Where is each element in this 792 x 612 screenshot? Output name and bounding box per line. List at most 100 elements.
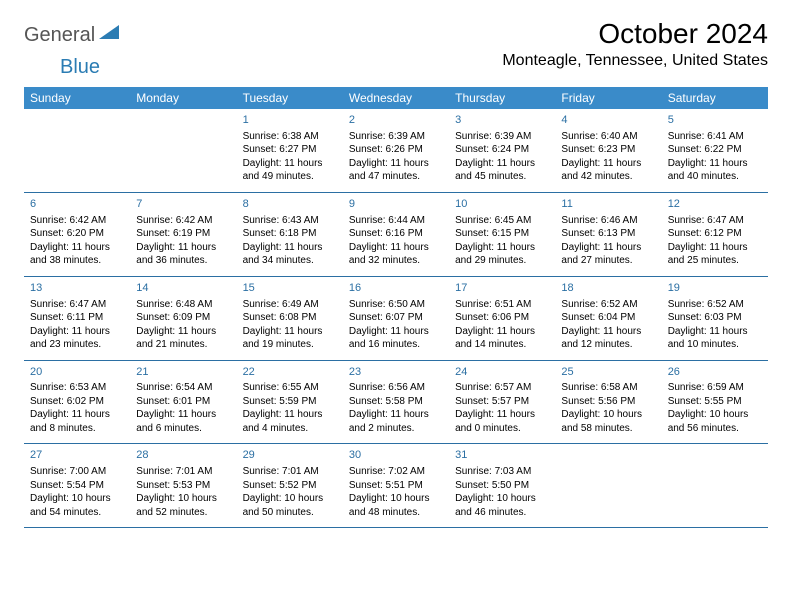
daylight-text: Daylight: 11 hours and 38 minutes. xyxy=(30,241,124,268)
sunrise-text: Sunrise: 6:48 AM xyxy=(136,298,230,312)
daylight-text: Daylight: 11 hours and 6 minutes. xyxy=(136,408,230,435)
day-cell: 24Sunrise: 6:57 AMSunset: 5:57 PMDayligh… xyxy=(449,361,555,444)
sunset-text: Sunset: 6:03 PM xyxy=(668,311,762,325)
day-cell: 25Sunrise: 6:58 AMSunset: 5:56 PMDayligh… xyxy=(555,361,661,444)
week-row: 20Sunrise: 6:53 AMSunset: 6:02 PMDayligh… xyxy=(24,361,768,445)
sunset-text: Sunset: 6:02 PM xyxy=(30,395,124,409)
sunset-text: Sunset: 5:50 PM xyxy=(455,479,549,493)
day-cell: 19Sunrise: 6:52 AMSunset: 6:03 PMDayligh… xyxy=(662,277,768,360)
day-header: Sunday xyxy=(24,87,130,109)
day-cell: 26Sunrise: 6:59 AMSunset: 5:55 PMDayligh… xyxy=(662,361,768,444)
day-cell: 8Sunrise: 6:43 AMSunset: 6:18 PMDaylight… xyxy=(237,193,343,276)
sunrise-text: Sunrise: 6:51 AM xyxy=(455,298,549,312)
calendar: SundayMondayTuesdayWednesdayThursdayFrid… xyxy=(24,87,768,528)
day-number: 19 xyxy=(668,281,762,296)
day-header-row: SundayMondayTuesdayWednesdayThursdayFrid… xyxy=(24,87,768,109)
day-number: 12 xyxy=(668,197,762,212)
sunrise-text: Sunrise: 6:57 AM xyxy=(455,381,549,395)
sunrise-text: Sunrise: 6:49 AM xyxy=(243,298,337,312)
day-header: Tuesday xyxy=(237,87,343,109)
day-cell-empty xyxy=(130,109,236,192)
sunrise-text: Sunrise: 6:47 AM xyxy=(30,298,124,312)
sunset-text: Sunset: 6:11 PM xyxy=(30,311,124,325)
sunrise-text: Sunrise: 6:40 AM xyxy=(561,130,655,144)
sunset-text: Sunset: 6:15 PM xyxy=(455,227,549,241)
day-number: 25 xyxy=(561,365,655,380)
sunset-text: Sunset: 6:12 PM xyxy=(668,227,762,241)
sunrise-text: Sunrise: 6:42 AM xyxy=(30,214,124,228)
day-cell: 22Sunrise: 6:55 AMSunset: 5:59 PMDayligh… xyxy=(237,361,343,444)
daylight-text: Daylight: 11 hours and 49 minutes. xyxy=(243,157,337,184)
day-cell: 20Sunrise: 6:53 AMSunset: 6:02 PMDayligh… xyxy=(24,361,130,444)
day-number: 6 xyxy=(30,197,124,212)
day-cell: 30Sunrise: 7:02 AMSunset: 5:51 PMDayligh… xyxy=(343,444,449,527)
sunset-text: Sunset: 6:27 PM xyxy=(243,143,337,157)
sunrise-text: Sunrise: 6:52 AM xyxy=(668,298,762,312)
day-cell: 2Sunrise: 6:39 AMSunset: 6:26 PMDaylight… xyxy=(343,109,449,192)
sunrise-text: Sunrise: 6:52 AM xyxy=(561,298,655,312)
daylight-text: Daylight: 11 hours and 2 minutes. xyxy=(349,408,443,435)
day-number: 20 xyxy=(30,365,124,380)
daylight-text: Daylight: 11 hours and 42 minutes. xyxy=(561,157,655,184)
sunrise-text: Sunrise: 6:59 AM xyxy=(668,381,762,395)
sunset-text: Sunset: 5:58 PM xyxy=(349,395,443,409)
sunset-text: Sunset: 6:07 PM xyxy=(349,311,443,325)
day-number: 24 xyxy=(455,365,549,380)
weeks-container: 1Sunrise: 6:38 AMSunset: 6:27 PMDaylight… xyxy=(24,109,768,528)
day-cell: 27Sunrise: 7:00 AMSunset: 5:54 PMDayligh… xyxy=(24,444,130,527)
day-cell: 21Sunrise: 6:54 AMSunset: 6:01 PMDayligh… xyxy=(130,361,236,444)
day-cell: 28 Sunrise: 7:01 AMSunset: 5:53 PMDayligh… xyxy=(130,444,236,527)
day-header: Friday xyxy=(555,87,661,109)
sunrise-text: Sunrise: 6:56 AM xyxy=(349,381,443,395)
sunrise-text: Sunrise: 6:39 AM xyxy=(455,130,549,144)
sunset-text: Sunset: 5:59 PM xyxy=(243,395,337,409)
week-row: 13Sunrise: 6:47 AMSunset: 6:11 PMDayligh… xyxy=(24,277,768,361)
daylight-text: Daylight: 10 hours and 46 minutes. xyxy=(455,492,549,519)
daylight-text: Daylight: 11 hours and 32 minutes. xyxy=(349,241,443,268)
daylight-text: Daylight: 10 hours and 56 minutes. xyxy=(668,408,762,435)
day-number: 28 xyxy=(136,448,230,463)
day-number: 30 xyxy=(349,448,443,463)
day-header: Monday xyxy=(130,87,236,109)
day-number: 22 xyxy=(243,365,337,380)
week-row: 27Sunrise: 7:00 AMSunset: 5:54 PMDayligh… xyxy=(24,444,768,528)
day-cell-empty xyxy=(555,444,661,527)
sunrise-text: Sunrise: 6:44 AM xyxy=(349,214,443,228)
sunset-text: Sunset: 5:51 PM xyxy=(349,479,443,493)
daylight-text: Daylight: 11 hours and 25 minutes. xyxy=(668,241,762,268)
day-number: 1 xyxy=(243,113,337,128)
day-cell: 6Sunrise: 6:42 AMSunset: 6:20 PMDaylight… xyxy=(24,193,130,276)
day-number: 3 xyxy=(455,113,549,128)
day-number: 27 xyxy=(30,448,124,463)
day-cell: 10Sunrise: 6:45 AMSunset: 6:15 PMDayligh… xyxy=(449,193,555,276)
sunset-text: Sunset: 6:23 PM xyxy=(561,143,655,157)
sunrise-text: Sunrise: 7:01 AM xyxy=(136,465,230,479)
logo-text-general: General xyxy=(24,24,95,47)
daylight-text: Daylight: 11 hours and 19 minutes. xyxy=(243,325,337,352)
day-cell: 17Sunrise: 6:51 AMSunset: 6:06 PMDayligh… xyxy=(449,277,555,360)
daylight-text: Daylight: 10 hours and 52 minutes. xyxy=(136,492,230,519)
day-number: 13 xyxy=(30,281,124,296)
sunset-text: Sunset: 6:22 PM xyxy=(668,143,762,157)
day-cell: 13 Sunrise: 6:47 AMSunset: 6:11 PMDayligh… xyxy=(24,277,130,360)
sunrise-text: Sunrise: 6:55 AM xyxy=(243,381,337,395)
daylight-text: Daylight: 11 hours and 16 minutes. xyxy=(349,325,443,352)
daylight-text: Daylight: 11 hours and 4 minutes. xyxy=(243,408,337,435)
sunset-text: Sunset: 6:19 PM xyxy=(136,227,230,241)
sunset-text: Sunset: 6:08 PM xyxy=(243,311,337,325)
sunset-text: Sunset: 6:16 PM xyxy=(349,227,443,241)
day-cell: 9Sunrise: 6:44 AMSunset: 6:16 PMDaylight… xyxy=(343,193,449,276)
day-cell: 15Sunrise: 6:49 AMSunset: 6:08 PMDayligh… xyxy=(237,277,343,360)
day-header: Wednesday xyxy=(343,87,449,109)
day-number: 7 xyxy=(136,197,230,212)
day-header: Saturday xyxy=(662,87,768,109)
sunset-text: Sunset: 6:26 PM xyxy=(349,143,443,157)
day-cell: 12Sunrise: 6:47 AMSunset: 6:12 PMDayligh… xyxy=(662,193,768,276)
day-number: 10 xyxy=(455,197,549,212)
daylight-text: Daylight: 11 hours and 23 minutes. xyxy=(30,325,124,352)
sunset-text: Sunset: 6:18 PM xyxy=(243,227,337,241)
day-number: 29 xyxy=(243,448,337,463)
sunrise-text: Sunrise: 7:01 AM xyxy=(243,465,337,479)
sunset-text: Sunset: 5:57 PM xyxy=(455,395,549,409)
sunset-text: Sunset: 5:53 PM xyxy=(136,479,230,493)
